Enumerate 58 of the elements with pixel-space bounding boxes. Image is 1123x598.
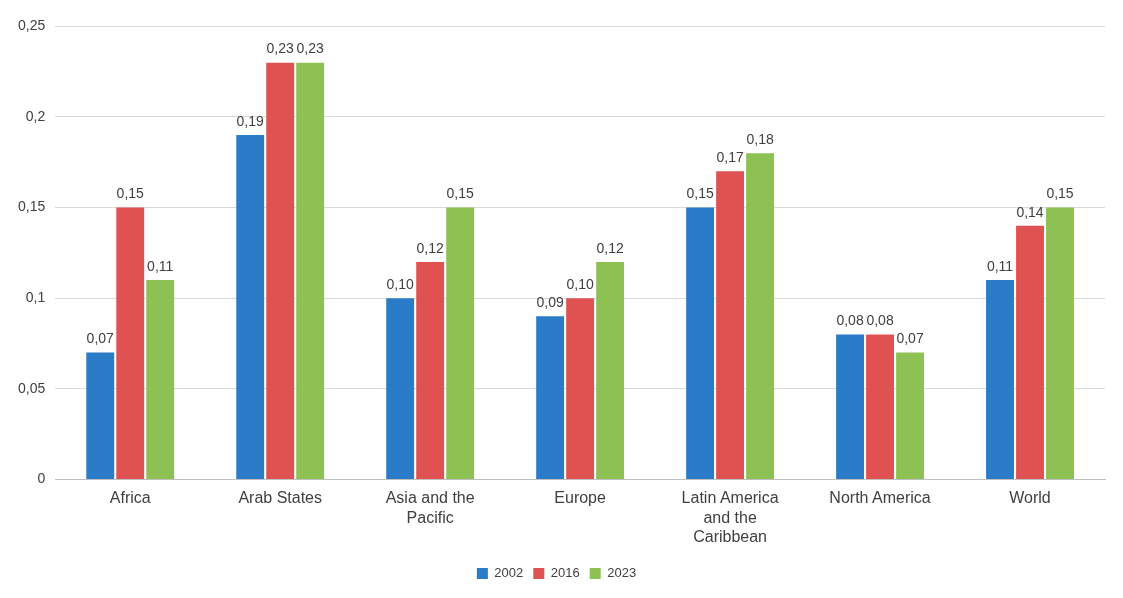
- bar: [1016, 225, 1044, 479]
- bar: [146, 280, 175, 479]
- x-tick-label: Africa: [109, 489, 151, 507]
- x-tick-label: World: [1009, 489, 1051, 507]
- bar: [566, 298, 595, 479]
- data-label: 0,15: [116, 185, 145, 202]
- data-label: 0,12: [416, 239, 444, 256]
- bar: [536, 316, 565, 479]
- data-label: 0,15: [686, 185, 714, 202]
- bar: [236, 135, 265, 479]
- legend-label: 2023: [607, 565, 637, 581]
- data-label: 0,17: [716, 149, 744, 166]
- x-tick-label: Europe: [554, 489, 607, 507]
- bar: [1046, 207, 1074, 479]
- data-label: 0,23: [266, 40, 295, 57]
- data-label: 0,09: [536, 294, 564, 311]
- bar: [386, 298, 415, 479]
- y-tick-label: 0,15: [18, 198, 46, 215]
- bar: [116, 207, 145, 479]
- data-label: 0,07: [86, 330, 115, 347]
- y-tick-label: 0,25: [18, 17, 46, 34]
- x-tick-label: North America: [829, 489, 931, 507]
- bar: [446, 207, 475, 479]
- x-tick-label: Arab States: [238, 489, 322, 507]
- y-tick-label: 0: [37, 470, 46, 487]
- bar: [686, 207, 715, 479]
- bar: [416, 261, 445, 479]
- bar: [746, 153, 775, 479]
- data-label: 0,11: [986, 257, 1014, 274]
- bar: [896, 352, 924, 479]
- y-tick-label: 0,1: [25, 289, 46, 306]
- x-tick-label: Asia and the Pacific: [385, 489, 475, 526]
- x-tick-label: Latin America and the Caribbean: [681, 489, 779, 545]
- data-label: 0,15: [446, 185, 474, 202]
- bar: [836, 334, 865, 479]
- bar: [296, 62, 325, 479]
- bar: [266, 62, 295, 479]
- legend-label: 2002: [494, 565, 524, 581]
- data-label: 0,15: [1046, 185, 1074, 202]
- legend-label: 2016: [550, 565, 580, 581]
- bar: [86, 352, 115, 479]
- data-label: 0,10: [566, 276, 594, 293]
- data-label: 0,08: [836, 312, 864, 329]
- data-label: 0,12: [596, 239, 624, 256]
- y-tick-label: 0,05: [18, 379, 46, 396]
- bar: [596, 261, 625, 479]
- data-label: 0,14: [1016, 203, 1044, 220]
- data-label: 0,18: [746, 131, 774, 148]
- data-label: 0,19: [236, 112, 265, 129]
- data-label: 0,07: [896, 330, 924, 347]
- y-tick-label: 0,2: [25, 107, 46, 124]
- bar: [716, 171, 745, 479]
- data-label: 0,08: [866, 312, 894, 329]
- data-label: 0,10: [386, 276, 414, 293]
- bar: [986, 280, 1014, 479]
- data-label: 0,11: [147, 257, 174, 274]
- data-label: 0,23: [296, 40, 325, 57]
- bar: [866, 334, 894, 479]
